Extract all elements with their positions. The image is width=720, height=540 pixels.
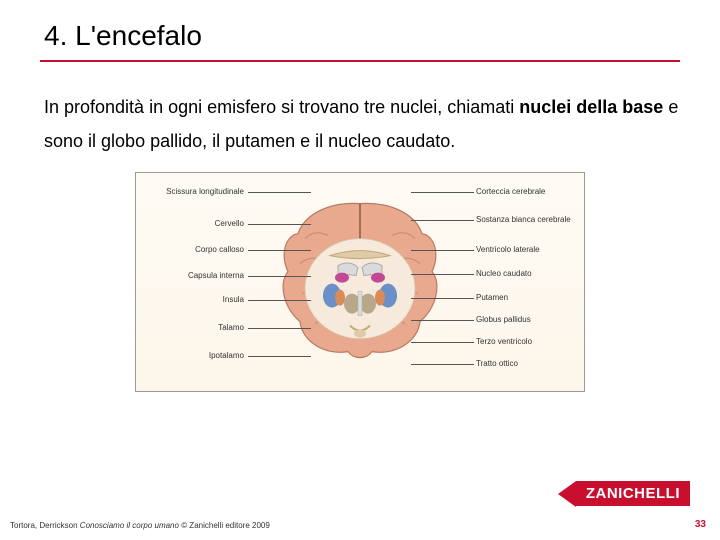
body-pre: In profondità in ogni emisfero si trovan… <box>44 97 519 117</box>
leader-line <box>248 356 311 357</box>
leader-line <box>411 250 474 251</box>
footer-citation: Tortora, Derrickson Conosciamo il corpo … <box>10 521 270 530</box>
diagram-label-left: Corpo calloso <box>195 245 244 254</box>
diagram-label-right: Tratto ottico <box>476 359 518 368</box>
diagram-label-right: Nucleo caudato <box>476 269 532 278</box>
slide-title: 4. L'encefalo <box>40 20 680 52</box>
leader-line <box>248 276 311 277</box>
leader-line <box>411 274 474 275</box>
footer-authors: Tortora, Derrickson <box>10 521 80 530</box>
diagram-label-right: Ventricolo laterale <box>476 245 540 254</box>
leader-line <box>411 364 474 365</box>
diagram-label-left: Ipotalamo <box>209 351 244 360</box>
publisher-logo: ZANICHELLI <box>576 481 690 506</box>
page-number: 33 <box>695 519 706 530</box>
brain-diagram: Scissura longitudinale Cervello Corpo call… <box>135 172 585 392</box>
leader-line <box>248 300 311 301</box>
diagram-label-right: Sostanza bianca cerebrale <box>476 215 571 224</box>
leader-line <box>248 224 311 225</box>
diagram-label-left: Cervello <box>215 219 244 228</box>
title-underline <box>40 60 680 62</box>
body-bold: nuclei della base <box>519 97 663 117</box>
leader-line <box>248 250 311 251</box>
diagram-label-right: Globus pallidus <box>476 315 531 324</box>
leader-line <box>411 220 474 221</box>
footer-rest: © Zanichelli editore 2009 <box>179 521 270 530</box>
diagram-label-left: Capsula interna <box>188 271 244 280</box>
leader-line <box>411 298 474 299</box>
diagram-label-right: Terzo ventricolo <box>476 337 532 346</box>
leader-line <box>411 342 474 343</box>
body-paragraph: In profondità in ogni emisfero si trovan… <box>40 90 680 158</box>
diagram-label-left: Insula <box>223 295 244 304</box>
diagram-label-right: Corteccia cerebrale <box>476 187 545 196</box>
leader-line <box>248 192 311 193</box>
leader-line <box>411 192 474 193</box>
diagram-label-left: Talamo <box>218 323 244 332</box>
leader-line <box>411 320 474 321</box>
diagram-label-right: Putamen <box>476 293 508 302</box>
diagram-label-left: Scissura longitudinale <box>166 187 244 196</box>
leader-line <box>248 328 311 329</box>
footer-book: Conosciamo il corpo umano <box>80 521 179 530</box>
